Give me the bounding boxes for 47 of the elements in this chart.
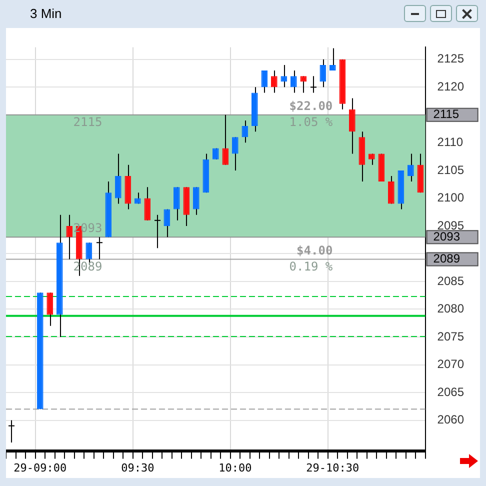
- candlestick: [330, 48, 336, 72]
- candlestick: [114, 153, 122, 204]
- x-tick-label: 09:30: [121, 461, 154, 474]
- annotation: $4.00: [296, 243, 333, 258]
- y-tick-label: 2110: [437, 135, 464, 149]
- candlestick: [66, 214, 73, 260]
- candlestick: [232, 136, 238, 171]
- y-tick-label: 2080: [437, 302, 464, 316]
- y-tick-label: 2105: [437, 162, 464, 177]
- candlestick: [320, 58, 326, 88]
- y-tick-label: 2120: [437, 79, 464, 94]
- candlestick: [46, 292, 54, 326]
- y-tick-label: 2065: [437, 384, 464, 399]
- candlestick: [270, 70, 278, 94]
- annotation: 2115: [73, 115, 102, 130]
- candlestick: [144, 186, 151, 221]
- annotation: 0.19 %: [289, 259, 334, 274]
- candlestick: [154, 214, 161, 249]
- ref-line-label: 2115: [433, 107, 460, 122]
- candlestick: [300, 76, 307, 94]
- candlestick: [242, 120, 248, 144]
- candlestick: [164, 208, 170, 238]
- x-tick-label: 29-09:00: [14, 461, 67, 474]
- y-tick-label: 2060: [437, 412, 464, 427]
- y-tick-label: 2085: [437, 274, 464, 288]
- y-tick-label: 2100: [437, 190, 464, 205]
- ref-line-label: 2089: [433, 252, 460, 266]
- candlestick: [280, 64, 288, 88]
- candlestick: [261, 70, 268, 94]
- annotation: 1.05 %: [289, 115, 334, 130]
- candlestick: [388, 175, 394, 204]
- candlestick: [222, 114, 229, 166]
- candlestick: [408, 153, 414, 182]
- candlestick: [349, 98, 356, 154]
- x-tick-label: 10:00: [218, 461, 252, 474]
- x-tick-label: 29-10:30: [306, 461, 360, 474]
- y-tick-label: 2125: [437, 52, 464, 66]
- candlestick: [173, 186, 180, 221]
- y-tick-label: 2070: [437, 357, 464, 372]
- chart-title: 3 Min: [30, 6, 62, 20]
- y-tick-label: 2075: [437, 329, 464, 344]
- annotation: $22.00: [289, 99, 333, 114]
- candlestick: [290, 70, 297, 94]
- candlestick: [192, 186, 200, 216]
- candlestick: [96, 236, 103, 260]
- candlestick: [310, 76, 317, 94]
- candlestick: [8, 420, 15, 443]
